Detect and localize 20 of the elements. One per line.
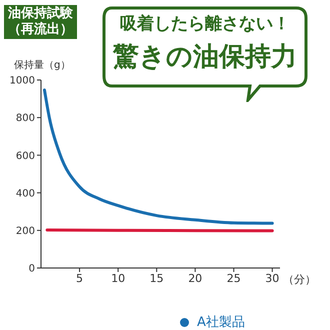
y-tick-label: 1000 bbox=[10, 76, 35, 87]
text: 驚きの油保持力 bbox=[112, 41, 298, 74]
x-axis-title: （分） bbox=[283, 272, 316, 287]
y-tick-label: 0 bbox=[28, 264, 35, 275]
y-tick-label: 600 bbox=[16, 150, 35, 162]
chart-title: 油保持試験 bbox=[8, 6, 73, 22]
x-tick-label: 30 bbox=[265, 272, 280, 285]
y-tick-label: 200 bbox=[16, 226, 35, 237]
x-tick-label: 15 bbox=[150, 272, 164, 285]
x-tick-label: 25 bbox=[226, 272, 241, 285]
x-tick-label: 5 bbox=[76, 272, 84, 285]
y-tick-label: 800 bbox=[16, 113, 35, 124]
x-tick-label: 10 bbox=[111, 272, 126, 285]
x-tick-label: 20 bbox=[188, 272, 202, 285]
line-series bbox=[42, 88, 274, 225]
legend-label: A社製品 bbox=[197, 314, 245, 330]
y-axis-title: 保持量（g） bbox=[14, 58, 70, 72]
text: 吸着したら離さない！ bbox=[119, 13, 291, 36]
chart-subtitle: （再流出） bbox=[8, 22, 73, 38]
y-tick-label: 400 bbox=[16, 188, 35, 200]
